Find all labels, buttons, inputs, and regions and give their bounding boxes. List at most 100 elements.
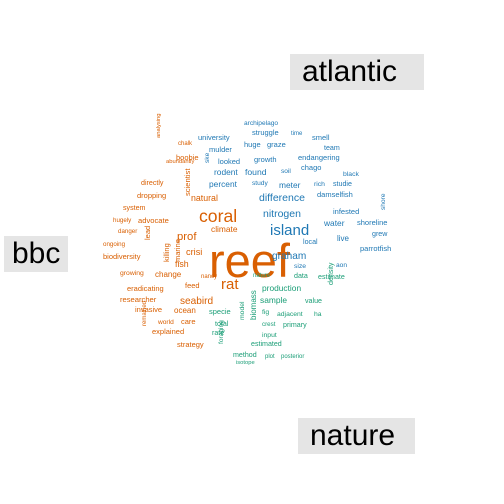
word-model: model [239, 301, 246, 320]
word-chago: chago [301, 163, 321, 172]
group-label-bbc: bbc [4, 236, 69, 272]
word-remained: remained [142, 301, 148, 326]
word-posterior: posterior [281, 354, 304, 360]
word-boobie: boobie [176, 153, 199, 162]
word-fish: fish [175, 259, 189, 269]
word-ha: ha [314, 311, 322, 318]
word-hugely: hugely [113, 217, 132, 224]
word-prof: prof [177, 231, 197, 243]
word-struggle: struggle [252, 128, 279, 137]
word-growth: growth [254, 155, 277, 164]
word-chalk: chalk [178, 141, 193, 147]
word-nitrogen: nitrogen [263, 208, 301, 220]
word-ongoing: ongoing [103, 241, 126, 248]
word-estimated: estimated [251, 340, 282, 348]
word-ske: ske [204, 152, 211, 163]
word-biomass: biomass [249, 290, 258, 320]
word-water: water [323, 218, 345, 228]
word-explained: explained [152, 327, 184, 336]
word-found: found [245, 167, 267, 177]
word-value: value [305, 297, 322, 305]
word-sample: sample [260, 295, 287, 305]
word-grew: grew [372, 230, 388, 238]
word-biodiversity: biodiversity [103, 252, 141, 261]
word-rodent: rodent [214, 167, 238, 177]
group-label-atlantic: atlantic [290, 54, 424, 90]
word-researcher: researcher [120, 295, 157, 304]
word-total: total [215, 320, 229, 328]
word-crest: crest [262, 321, 276, 328]
word-ocean: ocean [174, 306, 196, 315]
word-aon: aon [336, 262, 347, 269]
word-rat: rat [221, 276, 239, 293]
word-plot: plot [265, 354, 275, 360]
word-graham: graham [272, 251, 306, 262]
word-seabird: seabird [180, 296, 213, 307]
word-production: production [262, 283, 301, 293]
word-study: study [252, 180, 268, 187]
word-meter: meter [279, 180, 301, 190]
word-invasive: invasive [135, 305, 162, 314]
word-killing: killing [162, 243, 171, 262]
word-specie: specie [209, 307, 231, 316]
word-island: island [270, 222, 309, 239]
group-label-nature: nature [298, 418, 415, 454]
word-damselfish: damselfish [317, 190, 353, 199]
word-world: world [157, 319, 174, 326]
word-parrotfish: parrotfish [360, 244, 391, 253]
word-isotope: isotope [236, 360, 255, 366]
word-live: live [337, 234, 350, 243]
word-foraging: foraging [218, 320, 225, 344]
word-natural: natural [191, 193, 218, 203]
word-local: local [303, 238, 318, 246]
word-size: size [294, 263, 306, 270]
word-abundantly: abundantly [166, 159, 194, 165]
word-eradicating: eradicating [127, 284, 164, 293]
word-shoreline: shoreline [357, 218, 387, 227]
word-feed: feed [185, 281, 200, 290]
word-shore: shore [380, 193, 387, 210]
word-reef: reef [209, 234, 291, 287]
word-advocate: advocate [138, 216, 169, 225]
word-system: system [123, 204, 146, 212]
word-difference: difference [259, 192, 305, 204]
word-data: data [294, 272, 308, 280]
word-nature: nature [253, 273, 271, 279]
word-graze: graze [267, 140, 286, 149]
word-method: method [233, 351, 257, 359]
word-danger: danger [118, 228, 137, 235]
word-studie: studie [333, 180, 352, 188]
word-black: black [343, 171, 359, 178]
word-percent: percent [209, 179, 238, 189]
word-strategy: strategy [177, 340, 204, 349]
word-time: time [291, 131, 303, 137]
word-endangering: endangering [298, 153, 340, 162]
word-lead: lead [143, 226, 152, 240]
word-growing: growing [120, 270, 144, 277]
word-infested: infested [333, 207, 359, 216]
word-crisi: crisi [186, 247, 202, 257]
word-rate: rate [212, 329, 224, 337]
word-huge: huge [244, 140, 261, 149]
word-team: team [324, 144, 340, 152]
word-climate: climate [211, 224, 238, 234]
word-archipelago: archipelago [244, 120, 278, 127]
word-input: input [262, 332, 277, 339]
word-adjacent: adjacent [277, 311, 303, 318]
word-marine: marine [173, 239, 182, 262]
word-analysing: analysing [156, 114, 162, 139]
word-university: university [198, 133, 230, 142]
word-primary: primary [283, 321, 307, 329]
word-fig: fig [262, 309, 269, 316]
word-scientist: scientist [183, 168, 192, 196]
word-rich: rich [314, 181, 325, 188]
word-coral: coral [199, 206, 237, 226]
word-nancy: nancy [201, 274, 217, 280]
word-change: change [155, 270, 182, 279]
word-soil: soil [281, 168, 291, 175]
word-dropping: dropping [137, 191, 166, 200]
word-smell: smell [312, 133, 330, 142]
word-estimate: estimate [318, 273, 345, 281]
word-density: density [327, 262, 335, 285]
